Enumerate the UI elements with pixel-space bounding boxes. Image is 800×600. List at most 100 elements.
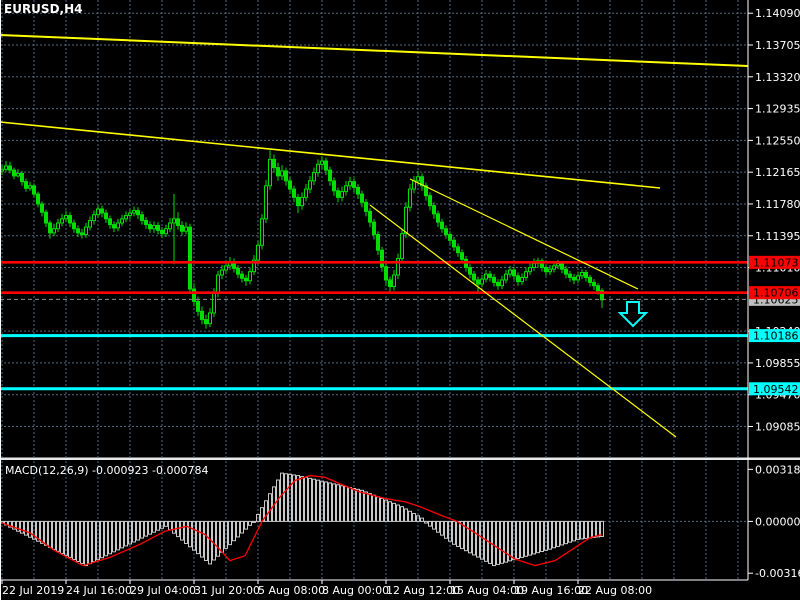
price-badge-label: 1.10706	[753, 287, 799, 300]
macd-histogram-bar	[216, 520, 220, 557]
candle-body	[72, 222, 76, 230]
candle-body	[468, 267, 472, 275]
macd-histogram-bar	[572, 520, 576, 542]
candle-body	[264, 185, 268, 220]
candle-body	[416, 176, 420, 182]
time-axis-label: 31 Jul 20:00	[194, 584, 260, 597]
macd-histogram-bar	[500, 520, 504, 564]
candle-body	[60, 218, 64, 224]
trendline[interactable]	[409, 178, 639, 290]
price-badge[interactable]	[749, 382, 800, 396]
macd-histogram-bar	[164, 520, 168, 527]
candle-body	[84, 226, 88, 236]
macd-histogram-bar	[404, 508, 408, 522]
candle-body	[544, 267, 548, 273]
macd-histogram-bar	[196, 520, 200, 555]
candle-body	[532, 262, 536, 269]
macd-histogram-bar	[240, 520, 244, 534]
candle-body	[428, 195, 432, 207]
candle-body	[288, 180, 292, 190]
candle-body	[216, 274, 220, 294]
candle-body	[252, 259, 256, 273]
macd-histogram-bar	[372, 494, 376, 522]
macd-histogram-bar	[316, 479, 320, 522]
candle-body	[436, 213, 440, 223]
candle-body	[196, 300, 200, 312]
macd-axis-label: 0.003181	[755, 463, 800, 476]
macd-histogram-bar	[12, 520, 16, 530]
candle-body	[80, 232, 84, 236]
macd-histogram-bar	[336, 484, 340, 522]
macd-histogram-bar	[92, 520, 96, 563]
candle-body	[452, 239, 456, 248]
price-badge[interactable]	[749, 286, 800, 300]
macd-histogram-bar	[160, 520, 164, 529]
macd-histogram-bar	[560, 520, 564, 546]
price-badge[interactable]	[749, 255, 800, 269]
macd-axis-label: 0.000000	[755, 515, 800, 528]
macd-histogram-bar	[308, 477, 312, 522]
macd-histogram-bar	[448, 520, 452, 542]
macd-histogram-bar	[112, 520, 116, 553]
macd-histogram-bar	[96, 520, 100, 561]
macd-histogram-bar	[552, 520, 556, 549]
candle-body	[408, 188, 412, 208]
macd-histogram-bar	[284, 473, 288, 522]
macd-histogram-bar	[312, 478, 316, 522]
candle-body	[368, 210, 372, 223]
candle-body	[440, 221, 444, 230]
pane-divider[interactable]	[0, 458, 800, 460]
down-arrow-icon[interactable]	[617, 301, 649, 328]
candle-body	[384, 266, 388, 281]
candle-body	[156, 224, 160, 231]
candle-body	[68, 215, 72, 224]
candle-body	[240, 273, 244, 279]
macd-histogram-bar	[440, 520, 444, 536]
macd-histogram-bar	[424, 520, 428, 524]
macd-histogram-bar	[288, 473, 292, 522]
macd-histogram-bar	[600, 520, 604, 537]
candle-body	[420, 176, 424, 187]
macd-histogram-bar	[244, 520, 248, 530]
time-axis-label: 22 Jul 2019	[2, 584, 64, 597]
candle-body	[108, 218, 112, 226]
macd-histogram-bar	[84, 520, 88, 567]
macd-histogram-bar	[368, 493, 372, 522]
candle-body	[184, 226, 188, 232]
candle-body	[596, 285, 600, 292]
macd-histogram-bar	[396, 504, 400, 522]
macd-histogram-bar	[516, 520, 520, 560]
candle-body	[180, 224, 184, 232]
price-axis-label: 1.11395	[755, 230, 800, 243]
macd-histogram-bar	[408, 510, 412, 522]
price-badge-label: 1.09542	[753, 383, 799, 396]
candle-body	[460, 252, 464, 260]
candle-body	[140, 214, 144, 221]
candle-body	[556, 262, 560, 267]
macd-histogram-bar	[300, 476, 304, 522]
macd-histogram-bar	[224, 520, 228, 549]
candle-body	[144, 219, 148, 226]
candle-body	[188, 226, 192, 290]
trendline[interactable]	[0, 34, 749, 67]
candle-body	[472, 273, 476, 281]
macd-histogram-bar	[532, 520, 536, 555]
candle-body	[344, 185, 348, 193]
macd-histogram-bar	[44, 520, 48, 546]
candle-body	[588, 276, 592, 283]
candle-body	[380, 249, 384, 268]
macd-histogram-bar	[268, 493, 272, 522]
candle-body	[516, 275, 520, 283]
price-badge[interactable]	[749, 329, 800, 343]
macd-histogram-bar	[180, 520, 184, 541]
time-axis-label: 5 Aug 08:00	[258, 584, 325, 597]
trendline[interactable]	[0, 121, 661, 189]
macd-histogram-bar	[496, 520, 500, 565]
trendline[interactable]	[369, 204, 677, 438]
macd-histogram-bar	[280, 472, 284, 522]
macd-histogram-bar	[236, 520, 240, 538]
macd-histogram-bar	[344, 486, 348, 522]
macd-histogram-bar	[492, 520, 496, 567]
candle-body	[484, 273, 488, 280]
